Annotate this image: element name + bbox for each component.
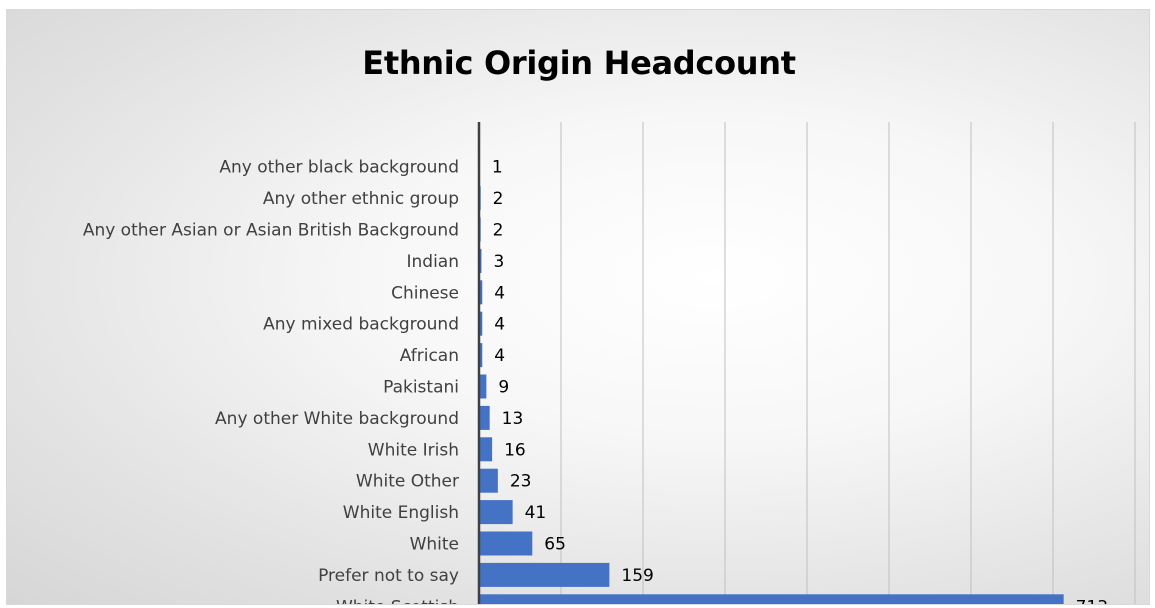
data-label: 2: [493, 189, 504, 209]
data-label: 3: [493, 252, 504, 272]
bar: [479, 594, 1064, 604]
bar: [479, 343, 483, 368]
category-label: White: [410, 535, 459, 555]
category-label: Any other White background: [215, 409, 459, 429]
category-label: White Other: [356, 472, 459, 492]
category-label: White English: [343, 503, 459, 523]
plot-area: Any other black background Any other ethn…: [83, 122, 1136, 605]
category-label: Any other ethnic group: [263, 189, 459, 209]
bar: [479, 374, 487, 399]
value-labels: 122344491316234165159713: [492, 158, 1108, 605]
bar: [479, 531, 533, 556]
data-label: 4: [494, 283, 505, 303]
category-label: Chinese: [391, 283, 459, 303]
category-label: Any other black background: [219, 158, 459, 178]
category-label: Pakistani: [383, 378, 459, 398]
data-label: 4: [494, 315, 505, 335]
category-label: Any mixed background: [263, 315, 459, 335]
bar: [479, 311, 483, 336]
data-label: 2: [493, 221, 504, 241]
bar: [479, 468, 498, 493]
bar: [479, 562, 610, 587]
bars: [479, 154, 1064, 604]
data-label: 713: [1076, 597, 1108, 605]
data-label: 4: [494, 346, 505, 366]
category-label: African: [400, 346, 459, 366]
data-label: 65: [544, 535, 566, 555]
category-labels: Any other black background Any other ethn…: [83, 158, 460, 605]
chart-title: Ethnic Origin Headcount: [362, 44, 796, 82]
category-label: Any other Asian or Asian British Backgro…: [83, 221, 459, 241]
data-label: 23: [510, 472, 532, 492]
gridlines: [560, 122, 1136, 604]
chart-area: Ethnic Origin Headcount Any other black …: [6, 9, 1150, 605]
category-label: White Irish: [368, 440, 459, 460]
data-label: 1: [492, 158, 503, 178]
data-label: 16: [504, 440, 526, 460]
bar: [479, 405, 490, 430]
bar: [479, 500, 513, 525]
data-label: 41: [525, 503, 547, 523]
bar: [479, 437, 493, 462]
data-label: 159: [621, 566, 653, 586]
data-label: 9: [498, 378, 509, 398]
category-label: White Scottish: [336, 597, 459, 605]
category-label: Indian: [407, 252, 460, 272]
bar: [479, 280, 483, 305]
category-label: Prefer not to say: [318, 566, 459, 586]
data-label: 13: [502, 409, 524, 429]
